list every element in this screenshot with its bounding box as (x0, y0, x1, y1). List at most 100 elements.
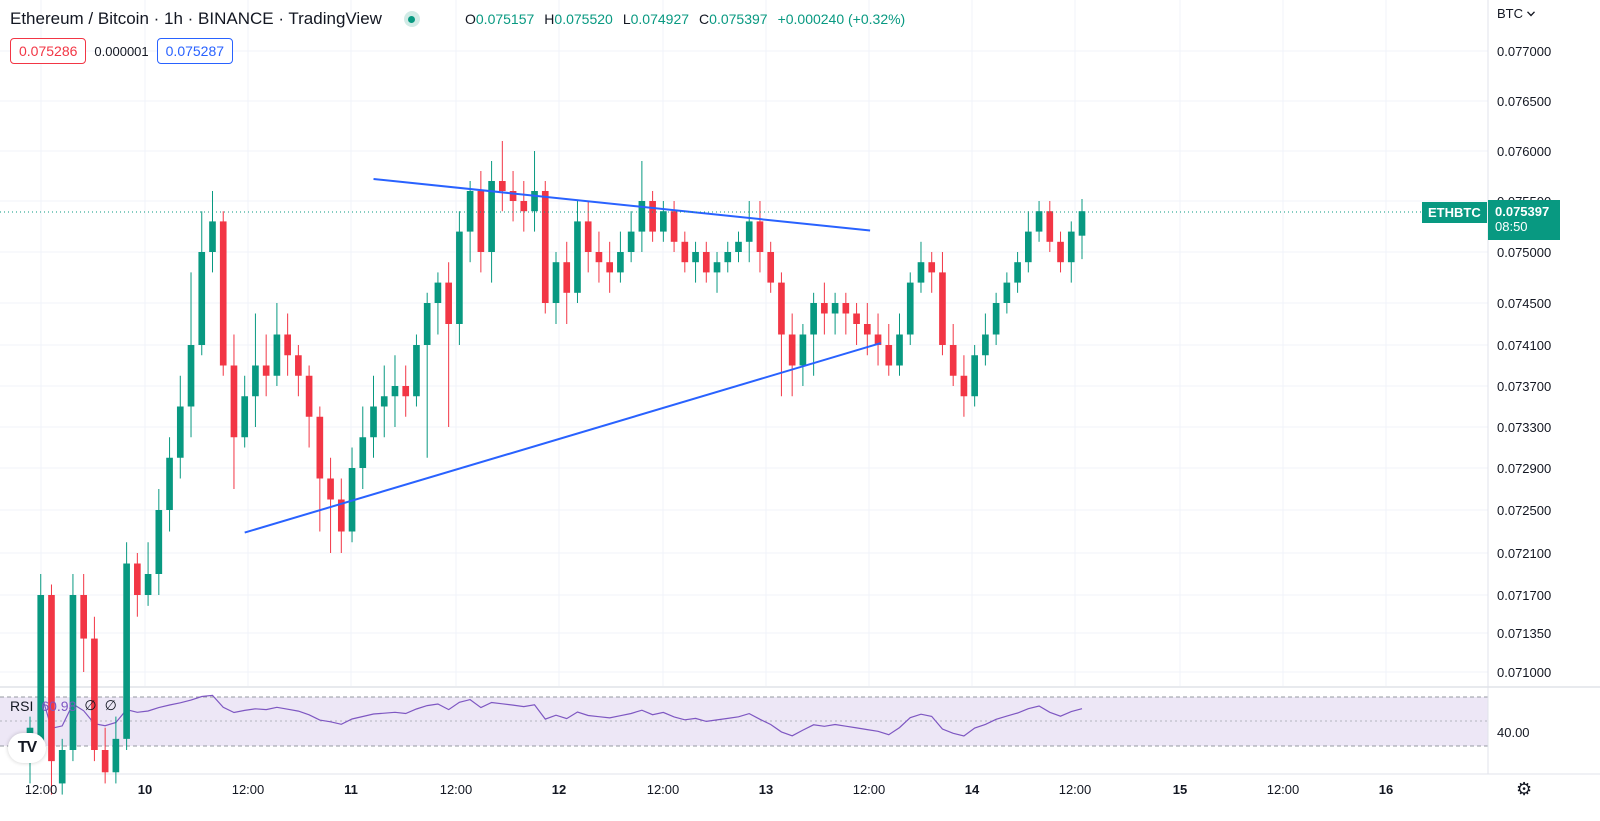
candle[interactable] (799, 324, 807, 386)
candle[interactable] (69, 574, 77, 762)
candle[interactable] (584, 201, 592, 273)
candle[interactable] (209, 191, 216, 273)
candles-group[interactable] (26, 141, 1086, 795)
candle-body[interactable] (939, 272, 946, 345)
candle-body[interactable] (842, 303, 850, 314)
candle[interactable] (273, 303, 281, 386)
candle-body[interactable] (1057, 241, 1064, 263)
candle-body[interactable] (48, 595, 55, 762)
candle[interactable] (756, 201, 764, 273)
candle[interactable] (1046, 201, 1054, 252)
candle[interactable] (466, 181, 474, 263)
candle-body[interactable] (509, 191, 517, 201)
candle[interactable] (348, 447, 356, 543)
candle-body[interactable] (1067, 231, 1075, 263)
candle-body[interactable] (123, 563, 130, 739)
candle-body[interactable] (155, 510, 163, 574)
candle[interactable] (788, 313, 796, 397)
candle[interactable] (595, 231, 603, 283)
candle[interactable] (101, 727, 109, 784)
candle[interactable] (230, 334, 238, 490)
candle[interactable] (541, 181, 549, 314)
candle[interactable] (874, 313, 882, 366)
candle-body[interactable] (702, 252, 710, 273)
candle-body[interactable] (595, 252, 603, 263)
candle-body[interactable] (563, 262, 571, 293)
candle-body[interactable] (176, 406, 184, 458)
candle-body[interactable] (928, 262, 936, 273)
currency-unit-dropdown[interactable]: BTC (1497, 6, 1535, 21)
candle-body[interactable] (198, 252, 206, 345)
candle-body[interactable] (788, 334, 796, 366)
candle[interactable] (649, 191, 656, 242)
rsi-label[interactable]: RSI (10, 697, 34, 714)
candle[interactable] (241, 375, 249, 448)
candle-body[interactable] (681, 241, 689, 263)
candle-body[interactable] (799, 334, 807, 366)
candle[interactable] (992, 292, 1000, 345)
candle-body[interactable] (413, 345, 420, 397)
candle-body[interactable] (166, 457, 173, 510)
candle[interactable] (928, 252, 936, 293)
candle-body[interactable] (134, 563, 141, 596)
candle[interactable] (842, 292, 850, 335)
candle[interactable] (1003, 272, 1011, 314)
candle[interactable] (402, 365, 410, 417)
candle[interactable] (1035, 201, 1043, 242)
candle[interactable] (767, 241, 775, 293)
candle-body[interactable] (778, 282, 785, 335)
candle[interactable] (423, 292, 431, 458)
candle[interactable] (337, 478, 345, 554)
candle[interactable] (520, 181, 528, 232)
candle[interactable] (660, 201, 667, 242)
candle-body[interactable] (1024, 231, 1032, 263)
candle[interactable] (134, 553, 141, 617)
candle[interactable] (166, 437, 173, 532)
candle-body[interactable] (670, 211, 678, 242)
candle[interactable] (692, 241, 699, 283)
candle[interactable] (155, 489, 163, 595)
candle-body[interactable] (745, 221, 753, 242)
candle[interactable] (670, 201, 678, 252)
candle-body[interactable] (531, 191, 538, 212)
candle-body[interactable] (488, 181, 495, 252)
candle-body[interactable] (982, 334, 989, 356)
candle[interactable] (702, 241, 710, 283)
trendline-support[interactable] (244, 342, 882, 534)
candle[interactable] (252, 313, 259, 428)
candle[interactable] (477, 171, 485, 273)
candle-body[interactable] (756, 221, 764, 252)
candle-body[interactable] (617, 252, 624, 273)
candle[interactable] (48, 584, 55, 795)
candle-body[interactable] (252, 365, 259, 397)
price-axis[interactable]: 0.0770000.0765000.0760000.0755000.075000… (1487, 0, 1551, 774)
candle[interactable] (488, 161, 495, 283)
candle-body[interactable] (305, 375, 313, 417)
candle[interactable] (735, 231, 742, 263)
candle-body[interactable] (831, 303, 839, 314)
trendline-resistance[interactable] (373, 178, 871, 232)
candle[interactable] (380, 365, 388, 438)
candle-body[interactable] (69, 595, 77, 750)
candle-body[interactable] (649, 201, 656, 232)
candle[interactable] (810, 292, 817, 376)
candle-body[interactable] (713, 262, 721, 273)
candle[interactable] (144, 542, 152, 606)
candle-body[interactable] (391, 386, 399, 397)
candle-body[interactable] (434, 282, 442, 303)
candle-body[interactable] (445, 282, 452, 324)
candle-body[interactable] (80, 595, 88, 639)
candle[interactable] (219, 211, 227, 376)
candle[interactable] (906, 272, 914, 345)
candle[interactable] (574, 201, 581, 303)
candle-body[interactable] (402, 386, 410, 397)
candle-body[interactable] (692, 252, 699, 263)
candle-body[interactable] (863, 324, 871, 335)
candle[interactable] (778, 272, 785, 397)
candle[interactable] (413, 334, 420, 407)
candle[interactable] (359, 406, 367, 490)
candle[interactable] (713, 252, 721, 293)
candle-body[interactable] (370, 406, 377, 438)
candle-body[interactable] (37, 595, 45, 750)
candle-body[interactable] (724, 252, 732, 263)
